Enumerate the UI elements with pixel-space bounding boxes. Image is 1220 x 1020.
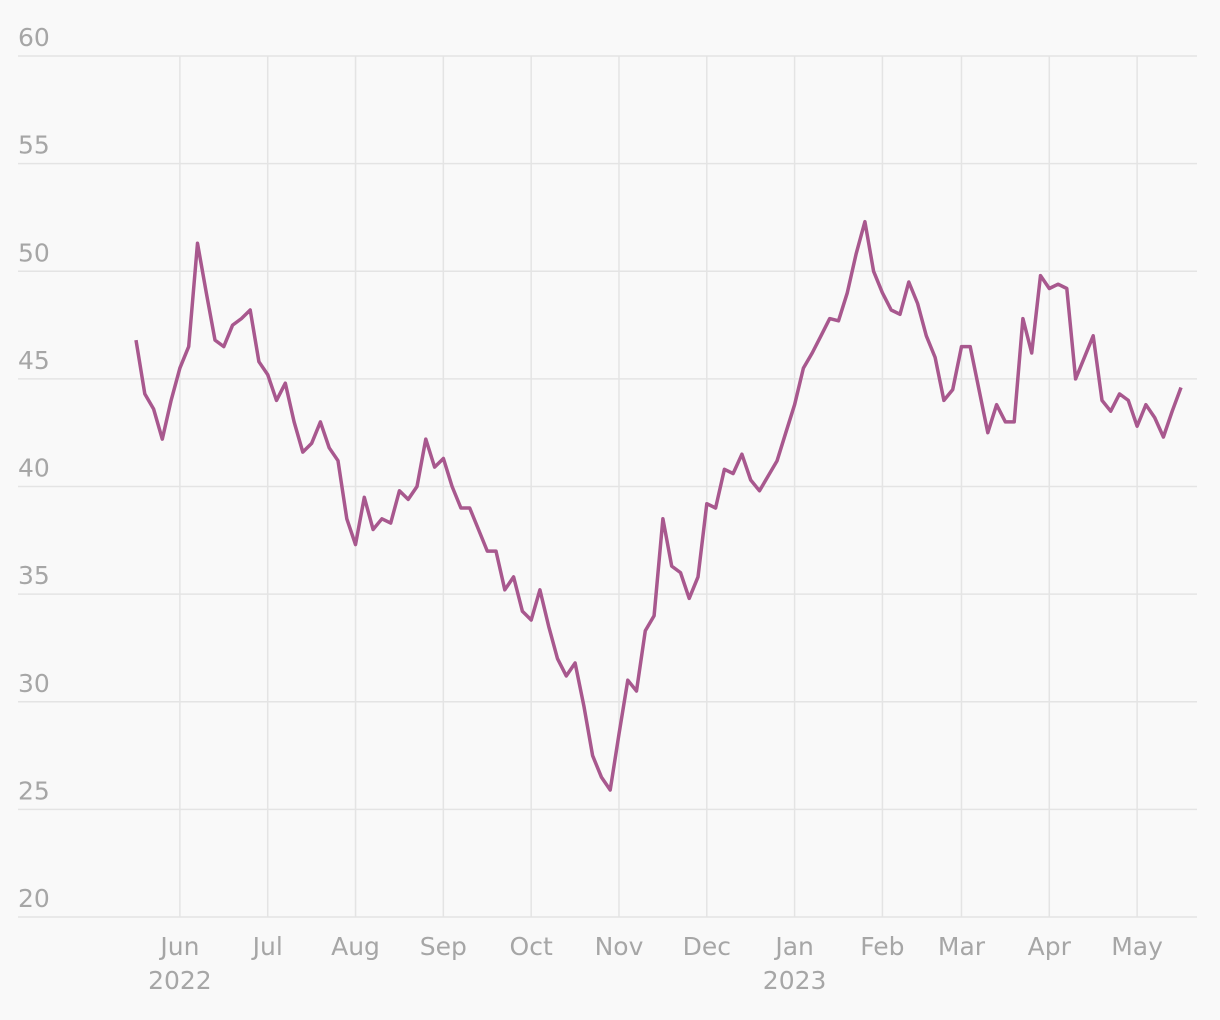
y-tick-label: 45	[18, 346, 50, 375]
y-tick-label: 40	[18, 454, 50, 483]
y-tick-label: 20	[18, 884, 50, 913]
x-tick-label: May	[1111, 932, 1163, 961]
x-tick-label: Jan	[773, 932, 814, 961]
x-year-label: 2023	[763, 966, 827, 995]
x-year-label: 2022	[148, 966, 212, 995]
x-tick-label: Aug	[331, 932, 380, 961]
y-tick-label: 25	[18, 776, 50, 805]
x-tick-label: Nov	[595, 932, 644, 961]
x-tick-label: Jul	[251, 932, 283, 961]
y-tick-label: 50	[18, 238, 50, 267]
y-tick-label: 30	[18, 669, 50, 698]
x-tick-label: Apr	[1028, 932, 1072, 961]
y-tick-label: 35	[18, 561, 50, 590]
line	[134, 219, 1183, 792]
x-tick-label: Mar	[938, 932, 986, 961]
x-tick-label: Oct	[510, 932, 553, 961]
x-tick-label: Jun	[158, 932, 199, 961]
y-tick-label: 55	[18, 131, 50, 160]
x-tick-label: Feb	[860, 932, 904, 961]
y-tick-label: 60	[18, 23, 50, 52]
x-tick-label: Dec	[683, 932, 731, 961]
x-tick-label: Sep	[420, 932, 467, 961]
